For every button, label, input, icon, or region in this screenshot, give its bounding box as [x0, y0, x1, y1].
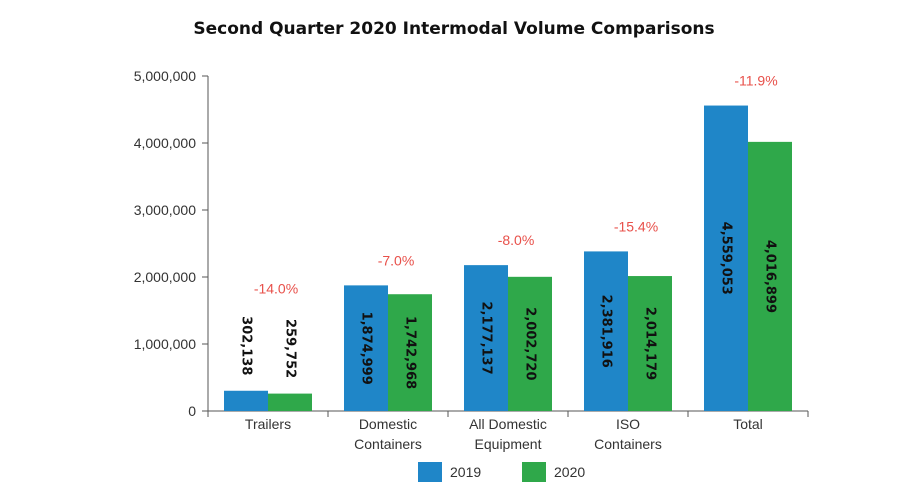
change-label: -11.9% — [734, 73, 777, 89]
bar-2019 — [344, 285, 388, 411]
y-tick-label: 0 — [188, 403, 196, 419]
value-label-2019: 4,559,053 — [719, 222, 734, 295]
legend-label-2020: 2020 — [554, 464, 585, 480]
axes: 0 1,000,000 2,000,000 3,000,000 4,000,000 5,0… — [134, 68, 809, 452]
value-label-2019: 1,874,999 — [359, 312, 374, 385]
value-label-2019: 2,177,137 — [479, 301, 494, 374]
bar-2019 — [464, 265, 508, 411]
x-category-label: Domestic — [359, 416, 417, 432]
legend-swatch-2020 — [522, 462, 546, 482]
x-category-label: ISO — [616, 416, 640, 432]
change-label: -8.0% — [498, 232, 535, 248]
x-category-label: Equipment — [475, 436, 542, 452]
bar-2019 — [704, 105, 748, 411]
bar-2020 — [508, 276, 552, 411]
value-label-2020: 4,016,899 — [763, 240, 778, 313]
x-category-label: Trailers — [245, 416, 291, 432]
x-category-label: Total — [733, 416, 763, 432]
bar-2019 — [584, 251, 628, 411]
data-labels: 302,138 259,752 -14.0% 1,874,999 1,742,968 -7… — [239, 73, 778, 390]
change-label: -15.4% — [614, 218, 658, 234]
bar-2020 — [268, 393, 312, 411]
value-label-2020: 259,752 — [283, 319, 298, 378]
value-label-2019: 2,381,916 — [599, 295, 614, 368]
change-label: -7.0% — [378, 252, 415, 268]
bars — [224, 105, 792, 411]
y-tick-label: 3,000,000 — [134, 202, 196, 218]
bar-2020 — [628, 276, 672, 411]
legend-label-2019: 2019 — [450, 464, 481, 480]
x-category-label: Containers — [354, 436, 422, 452]
y-tick-label: 1,000,000 — [134, 336, 196, 352]
legend-swatch-2019 — [418, 462, 442, 482]
value-label-2020: 2,014,179 — [643, 307, 658, 380]
bar-2019 — [224, 390, 268, 411]
value-label-2020: 1,742,968 — [403, 316, 418, 389]
change-label: -14.0% — [254, 281, 298, 297]
value-label-2019: 302,138 — [239, 316, 254, 375]
x-category-label: Containers — [594, 436, 662, 452]
y-tick-label: 4,000,000 — [134, 135, 196, 151]
bar-2020 — [388, 294, 432, 411]
bar-2020 — [748, 141, 792, 411]
value-label-2020: 2,002,720 — [523, 307, 538, 380]
legend: 2019 2020 — [418, 462, 585, 482]
y-tick-label: 2,000,000 — [134, 269, 196, 285]
x-category-label: All Domestic — [469, 416, 547, 432]
y-tick-label: 5,000,000 — [134, 68, 196, 84]
chart-title: Second Quarter 2020 Intermodal Volume Co… — [193, 19, 714, 39]
